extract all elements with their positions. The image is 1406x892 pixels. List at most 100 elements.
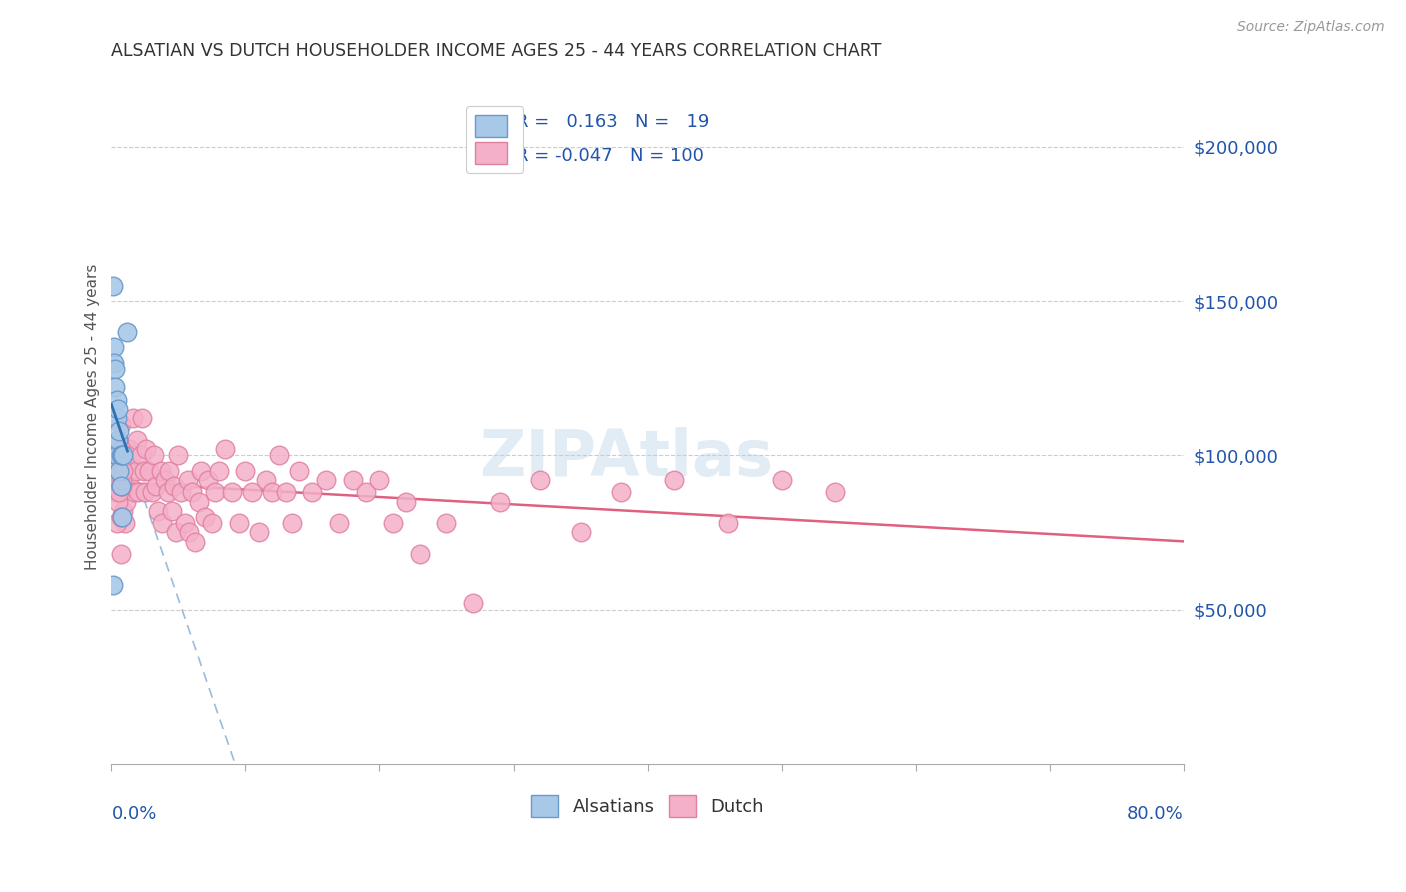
- Point: [214, 442, 236, 457]
- Point: [104, 380, 127, 394]
- Point: [112, 448, 135, 462]
- Point: [101, 578, 124, 592]
- Point: [111, 485, 134, 500]
- Text: 0.0%: 0.0%: [111, 805, 157, 823]
- Text: 80.0%: 80.0%: [1128, 805, 1184, 823]
- Point: [208, 464, 231, 478]
- Point: [101, 278, 124, 293]
- Point: [174, 516, 197, 531]
- Point: [160, 504, 183, 518]
- Point: [436, 516, 458, 531]
- Point: [121, 411, 143, 425]
- Point: [107, 433, 129, 447]
- Point: [105, 448, 128, 462]
- Point: [609, 485, 631, 500]
- Point: [103, 356, 125, 370]
- Point: [201, 516, 224, 531]
- Point: [228, 516, 250, 531]
- Point: [148, 504, 170, 518]
- Point: [187, 494, 209, 508]
- Point: [145, 479, 167, 493]
- Point: [141, 485, 163, 500]
- Point: [281, 516, 304, 531]
- Point: [194, 510, 217, 524]
- Point: [150, 516, 173, 531]
- Point: [254, 473, 277, 487]
- Text: R =   0.163   N =   19: R = 0.163 N = 19: [516, 112, 709, 130]
- Point: [108, 424, 131, 438]
- Point: [110, 547, 132, 561]
- Point: [112, 504, 135, 518]
- Point: [103, 340, 125, 354]
- Point: [107, 402, 129, 417]
- Point: [104, 362, 127, 376]
- Point: [118, 442, 141, 457]
- Point: [267, 448, 290, 462]
- Point: [108, 454, 131, 468]
- Point: [107, 473, 129, 487]
- Point: [153, 473, 176, 487]
- Point: [408, 547, 430, 561]
- Point: [197, 473, 219, 487]
- Point: [824, 485, 846, 500]
- Point: [235, 464, 257, 478]
- Point: [368, 473, 391, 487]
- Point: [127, 485, 149, 500]
- Point: [124, 464, 146, 478]
- Text: Source: ZipAtlas.com: Source: ZipAtlas.com: [1237, 20, 1385, 34]
- Point: [163, 479, 186, 493]
- Point: [156, 485, 179, 500]
- Point: [150, 464, 173, 478]
- Point: [157, 464, 180, 478]
- Point: [108, 464, 131, 478]
- Point: [165, 525, 187, 540]
- Point: [247, 525, 270, 540]
- Point: [120, 479, 142, 493]
- Point: [107, 494, 129, 508]
- Point: [183, 534, 205, 549]
- Point: [129, 448, 152, 462]
- Point: [301, 485, 323, 500]
- Point: [108, 464, 131, 478]
- Point: [135, 442, 157, 457]
- Point: [110, 479, 132, 493]
- Point: [381, 516, 404, 531]
- Point: [111, 510, 134, 524]
- Text: ALSATIAN VS DUTCH HOUSEHOLDER INCOME AGES 25 - 44 YEARS CORRELATION CHART: ALSATIAN VS DUTCH HOUSEHOLDER INCOME AGE…: [111, 42, 882, 60]
- Point: [177, 473, 200, 487]
- Point: [111, 442, 134, 457]
- Point: [315, 473, 337, 487]
- Point: [105, 485, 128, 500]
- Point: [179, 525, 201, 540]
- Point: [463, 596, 485, 610]
- Point: [114, 479, 136, 493]
- Point: [664, 473, 686, 487]
- Point: [143, 448, 166, 462]
- Point: [111, 448, 134, 462]
- Point: [167, 448, 190, 462]
- Point: [105, 516, 128, 531]
- Text: ZIPAtlas: ZIPAtlas: [479, 427, 773, 490]
- Point: [240, 485, 263, 500]
- Point: [108, 485, 131, 500]
- Point: [110, 510, 132, 524]
- Point: [107, 448, 129, 462]
- Point: [105, 411, 128, 425]
- Point: [112, 464, 135, 478]
- Point: [770, 473, 793, 487]
- Point: [114, 516, 136, 531]
- Point: [354, 485, 377, 500]
- Point: [717, 516, 740, 531]
- Point: [115, 494, 138, 508]
- Point: [328, 516, 350, 531]
- Point: [262, 485, 284, 500]
- Point: [395, 494, 418, 508]
- Point: [274, 485, 297, 500]
- Point: [170, 485, 193, 500]
- Point: [108, 485, 131, 500]
- Point: [134, 485, 156, 500]
- Point: [180, 485, 202, 500]
- Point: [122, 485, 145, 500]
- Point: [204, 485, 226, 500]
- Point: [342, 473, 364, 487]
